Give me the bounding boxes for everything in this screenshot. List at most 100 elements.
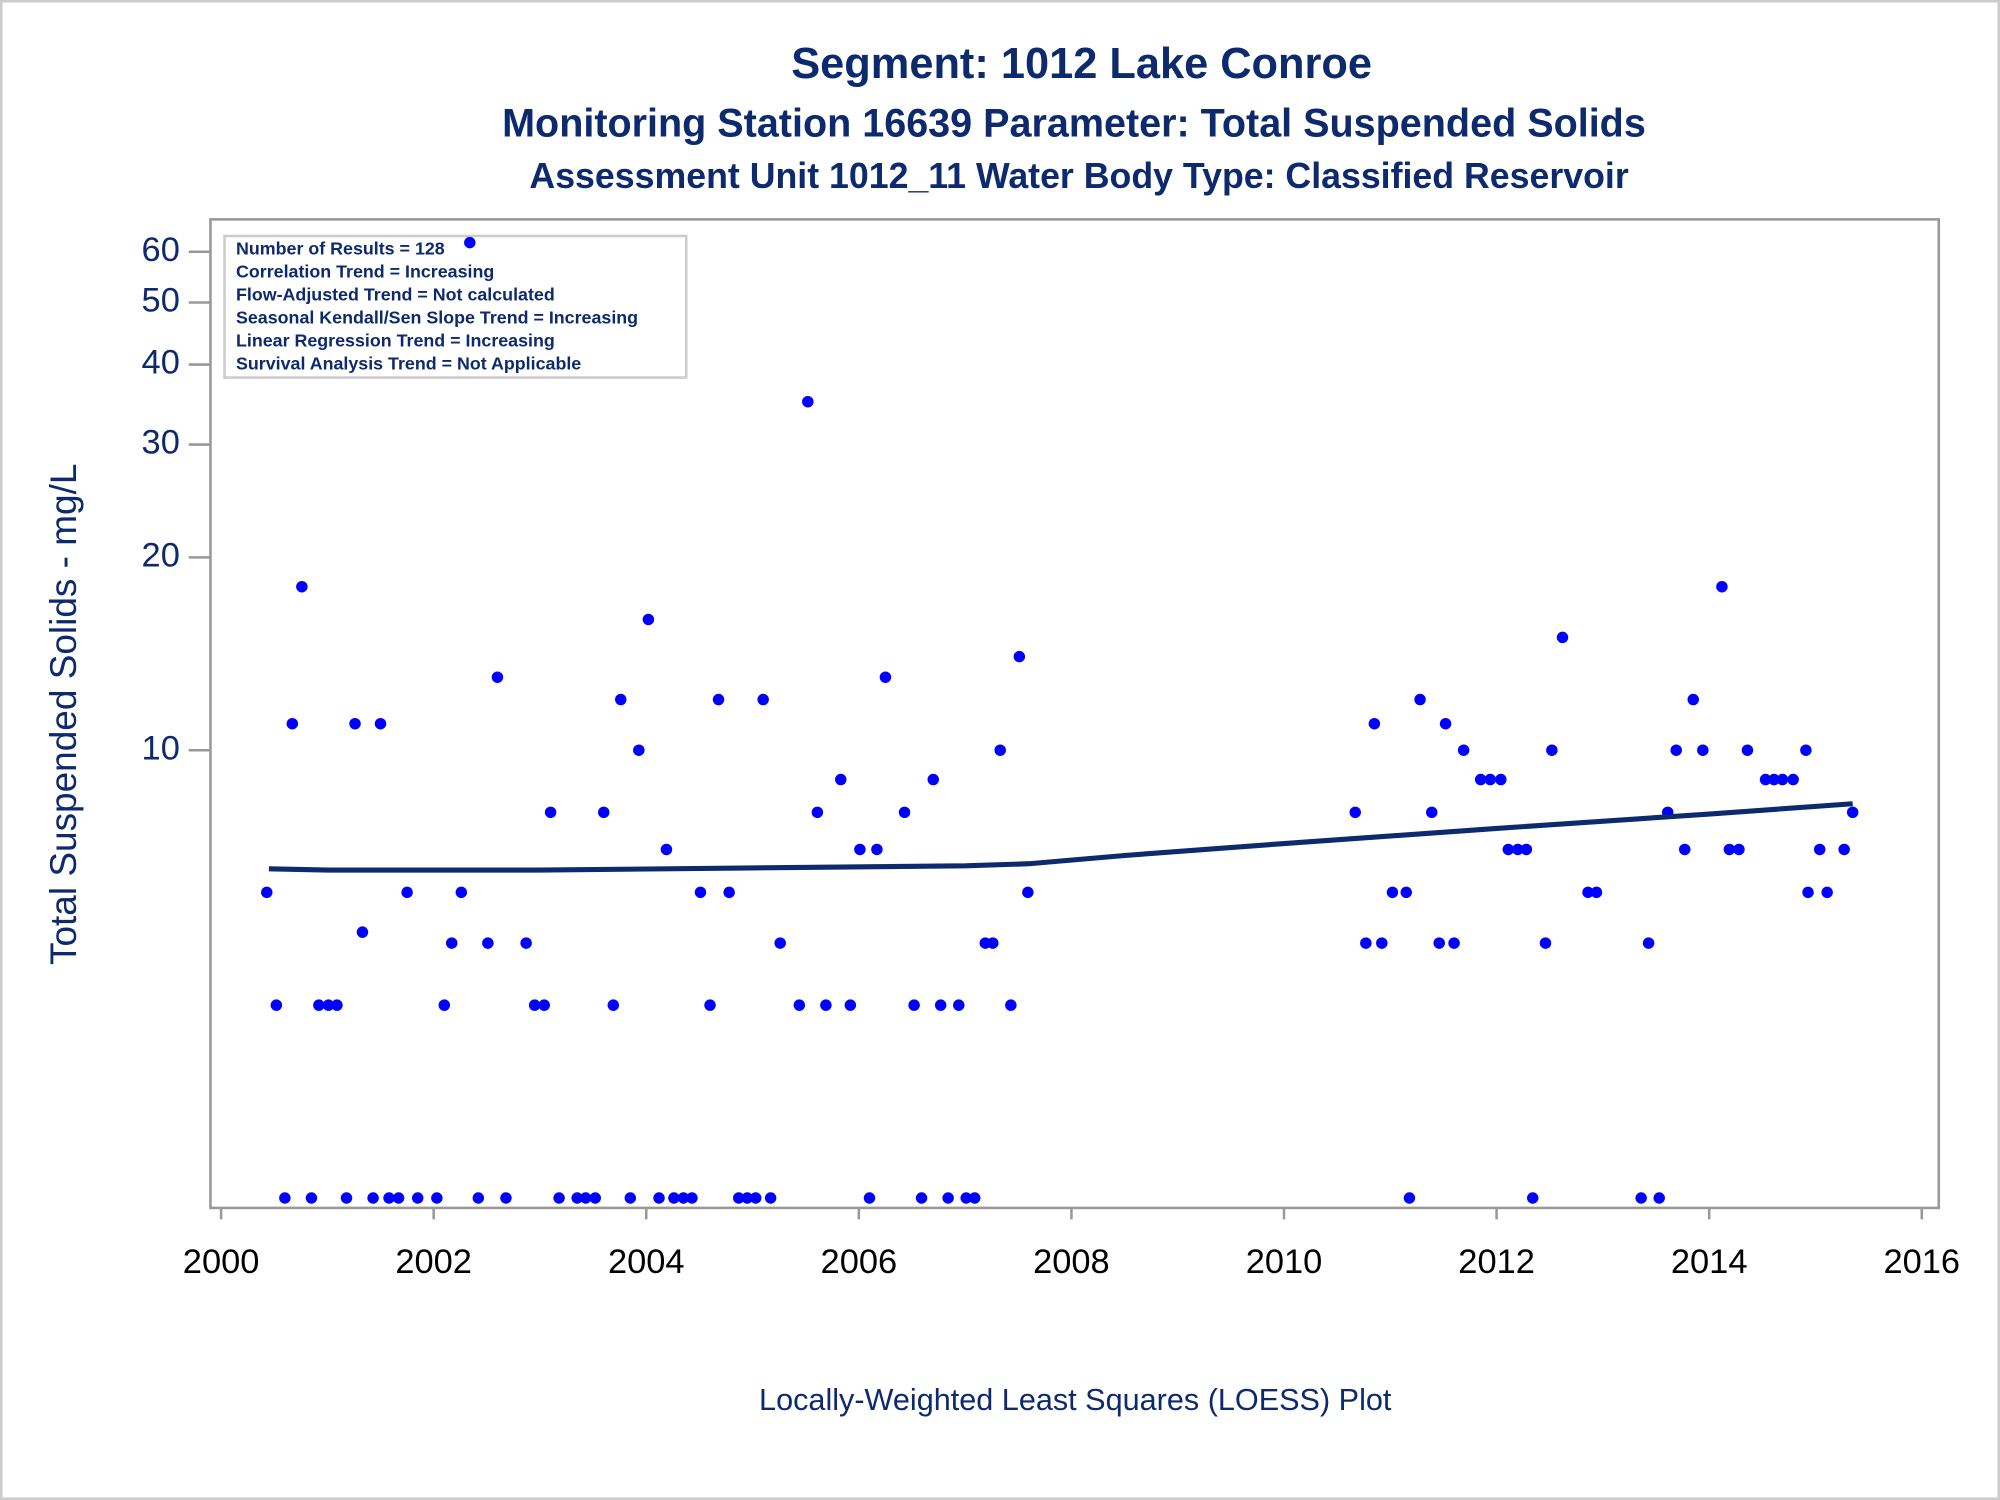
x-tick-label: 2000 (183, 1243, 260, 1281)
x-tick-label: 2012 (1458, 1243, 1535, 1281)
data-point (802, 395, 814, 408)
data-point (1368, 717, 1381, 730)
data-point (879, 671, 892, 683)
data-point (270, 999, 283, 1011)
data-point (431, 1192, 443, 1204)
y-axis-label: Total Suspended Solids - mg/L (43, 464, 84, 965)
data-point (750, 1192, 762, 1204)
data-point (712, 693, 725, 706)
stats-line: Number of Results = 128 (236, 239, 445, 259)
data-point (820, 999, 832, 1011)
stats-box (223, 234, 688, 379)
chart-title: Segment: 1012 Lake Conroe (791, 40, 1372, 88)
data-point (704, 999, 716, 1011)
data-point (757, 693, 769, 706)
chart-subtitle: Assessment Unit 1012_11 Water Body Type:… (529, 156, 1628, 196)
data-point (438, 999, 451, 1011)
data-point (313, 999, 325, 1011)
data-point (401, 886, 413, 899)
data-point (624, 1192, 637, 1204)
data-point (472, 1192, 485, 1204)
data-point (1846, 806, 1859, 819)
x-tick-label: 2006 (821, 1243, 898, 1281)
data-point (1821, 886, 1833, 899)
data-point (1495, 773, 1507, 786)
data-point (898, 806, 911, 819)
data-point (668, 1192, 680, 1204)
data-point (854, 843, 866, 856)
data-point (953, 999, 965, 1011)
data-point (660, 843, 673, 856)
y-tick-label: 20 (142, 536, 180, 574)
data-point (1802, 886, 1814, 899)
data-point (1360, 937, 1372, 949)
data-point (1433, 937, 1445, 949)
data-point (1400, 886, 1412, 899)
data-point (835, 773, 847, 786)
data-point (1670, 744, 1682, 756)
data-point (741, 1192, 753, 1204)
data-point (908, 999, 920, 1011)
data-point (482, 937, 494, 949)
data-point (1376, 937, 1388, 949)
data-point (811, 806, 824, 819)
data-point (392, 1192, 405, 1204)
data-point (500, 1192, 512, 1204)
data-point (607, 999, 620, 1011)
loess-line (268, 801, 1853, 873)
data-point (633, 744, 645, 756)
data-point (1653, 1192, 1665, 1204)
y-tick-label: 40 (142, 344, 180, 382)
data-point (538, 999, 550, 1011)
data-point (446, 937, 458, 949)
x-tick-label: 2004 (608, 1243, 685, 1281)
y-tick-label: 50 (142, 282, 180, 320)
data-point (464, 236, 476, 249)
data-point (1642, 937, 1655, 949)
data-point (367, 1192, 379, 1204)
data-point (1733, 843, 1745, 856)
data-point (340, 1192, 353, 1204)
data-point (544, 806, 557, 819)
data-point (642, 613, 655, 626)
data-point (1502, 843, 1515, 856)
data-point (1723, 843, 1736, 856)
data-point (1776, 773, 1789, 786)
data-point (1386, 886, 1399, 899)
data-point (774, 937, 786, 949)
data-point (1687, 693, 1699, 706)
data-point (1439, 717, 1452, 730)
data-point (349, 717, 361, 730)
data-point (1838, 843, 1850, 856)
data-point (615, 693, 627, 706)
data-point (764, 1192, 777, 1204)
data-point (1403, 1192, 1416, 1204)
data-point (1512, 843, 1524, 856)
x-tick-label: 2010 (1246, 1243, 1323, 1281)
data-point (455, 886, 468, 899)
data-point (1697, 744, 1709, 756)
data-point (694, 886, 707, 899)
stats-line: Linear Regression Trend = Increasing (236, 331, 555, 351)
data-point (1474, 773, 1487, 786)
data-point (356, 926, 369, 938)
data-point (331, 999, 343, 1011)
x-tick-label: 2014 (1671, 1243, 1748, 1281)
data-point (411, 1192, 424, 1204)
data-point (598, 806, 610, 819)
data-point (1426, 806, 1438, 819)
data-point (1635, 1192, 1647, 1204)
y-tick-label: 30 (142, 424, 180, 462)
data-point (1013, 650, 1026, 663)
plot-frame (209, 218, 1941, 1210)
data-point (1800, 744, 1812, 756)
data-point (863, 1192, 876, 1204)
data-point (1349, 806, 1361, 819)
data-point (1813, 843, 1826, 856)
data-point (844, 999, 857, 1011)
data-point (793, 999, 806, 1011)
data-point (1741, 744, 1754, 756)
data-point (1546, 744, 1558, 756)
data-point (677, 1192, 690, 1204)
